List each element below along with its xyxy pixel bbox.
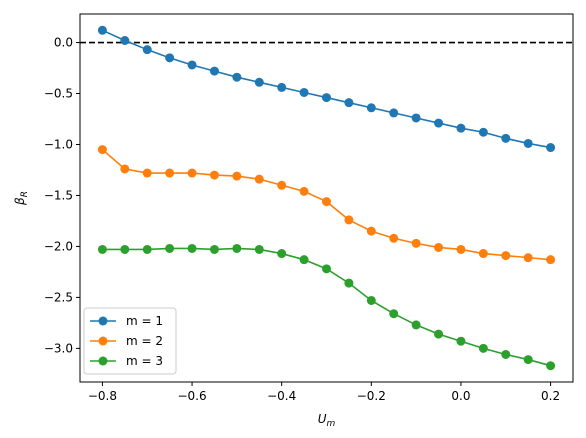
data-point bbox=[142, 244, 152, 254]
data-point bbox=[232, 243, 242, 253]
data-point bbox=[165, 243, 175, 253]
data-point bbox=[299, 255, 309, 265]
y-tick-label: 0.0 bbox=[54, 36, 73, 50]
legend-swatch-marker bbox=[98, 356, 108, 366]
data-point bbox=[322, 264, 331, 274]
x-axis-label-subscript: m bbox=[327, 419, 336, 429]
data-point bbox=[546, 255, 556, 265]
data-point bbox=[120, 36, 130, 46]
data-point bbox=[501, 251, 511, 261]
data-point bbox=[120, 164, 130, 174]
data-point bbox=[456, 123, 466, 133]
y-tick-label: −3.0 bbox=[44, 341, 73, 355]
data-point bbox=[344, 278, 354, 288]
legend-box bbox=[83, 307, 177, 375]
data-point bbox=[366, 226, 376, 236]
legend: m = 1 m = 2 m = 3 bbox=[83, 307, 177, 375]
data-point bbox=[97, 145, 107, 155]
legend-entry-label: m = 3 bbox=[126, 354, 163, 368]
data-point bbox=[165, 168, 175, 178]
y-axis-label-main: β bbox=[13, 197, 27, 206]
data-point bbox=[411, 238, 421, 248]
legend-entry-label: m = 2 bbox=[126, 334, 163, 348]
data-point bbox=[277, 180, 287, 190]
y-tick-label: −1.0 bbox=[44, 137, 73, 151]
data-point bbox=[209, 66, 219, 76]
data-point bbox=[411, 113, 421, 123]
data-point bbox=[142, 45, 152, 55]
data-point bbox=[389, 108, 399, 118]
data-point bbox=[389, 309, 399, 319]
legend-swatch-marker bbox=[98, 336, 108, 346]
x-tick-label: −0.2 bbox=[357, 389, 386, 403]
data-point bbox=[478, 343, 488, 353]
y-tick-label: −0.5 bbox=[44, 87, 73, 101]
data-point bbox=[523, 355, 533, 365]
x-tick-label: −0.8 bbox=[88, 389, 117, 403]
data-point bbox=[434, 242, 444, 252]
data-point bbox=[187, 60, 197, 70]
data-point bbox=[232, 72, 242, 82]
legend-entry-label: m = 1 bbox=[126, 314, 163, 328]
data-point bbox=[546, 143, 556, 153]
data-point bbox=[277, 249, 287, 259]
y-axis-label: βR bbox=[13, 191, 30, 206]
data-point bbox=[209, 244, 219, 254]
y-tick-label: −2.0 bbox=[44, 239, 73, 253]
data-point bbox=[411, 320, 421, 330]
y-axis-label-subscript: R bbox=[20, 191, 30, 197]
data-point bbox=[254, 244, 264, 254]
x-axis-label: Um bbox=[318, 412, 336, 429]
x-tick-label: 0.2 bbox=[541, 389, 560, 403]
ticks-layer: −0.8 −0.6 −0.4 −0.2 0.0 0.2 0.0 −0.5 −1.0 −1.5 −2.… bbox=[44, 36, 560, 403]
data-point bbox=[187, 168, 197, 178]
data-point bbox=[97, 25, 107, 35]
data-point bbox=[142, 168, 152, 178]
data-point bbox=[344, 215, 354, 225]
data-point bbox=[434, 329, 444, 339]
data-point bbox=[299, 87, 309, 97]
data-point bbox=[366, 295, 376, 305]
plot-area-frame bbox=[79, 13, 574, 383]
data-point bbox=[322, 197, 331, 207]
data-point bbox=[120, 244, 130, 254]
series-3 bbox=[97, 243, 556, 371]
data-point bbox=[546, 361, 556, 371]
data-point bbox=[434, 118, 444, 128]
data-point bbox=[523, 253, 533, 263]
x-tick-label: −0.6 bbox=[177, 389, 206, 403]
data-point bbox=[165, 53, 175, 63]
data-point bbox=[232, 171, 242, 181]
data-point bbox=[277, 82, 287, 92]
data-point bbox=[344, 98, 354, 108]
data-point bbox=[456, 336, 466, 346]
legend-swatch-marker bbox=[98, 316, 108, 326]
data-point bbox=[389, 233, 399, 243]
data-point bbox=[254, 174, 264, 184]
data-point bbox=[501, 133, 511, 143]
data-point bbox=[97, 244, 107, 254]
data-point bbox=[523, 138, 533, 148]
data-point bbox=[366, 103, 376, 113]
data-point bbox=[322, 93, 331, 103]
data-point bbox=[501, 349, 511, 359]
data-point bbox=[456, 244, 466, 254]
x-tick-label: −0.4 bbox=[267, 389, 296, 403]
y-tick-label: −1.5 bbox=[44, 188, 73, 202]
data-point bbox=[478, 127, 488, 137]
series-2 bbox=[97, 145, 556, 265]
series-layer bbox=[97, 25, 556, 371]
data-point bbox=[209, 170, 219, 180]
y-tick-label: −2.5 bbox=[44, 290, 73, 304]
data-point bbox=[299, 186, 309, 196]
x-tick-label: 0.0 bbox=[451, 389, 470, 403]
data-point bbox=[478, 249, 488, 259]
data-point bbox=[254, 77, 264, 87]
series-1 bbox=[97, 25, 556, 153]
x-axis-label-main: U bbox=[318, 412, 327, 426]
data-point bbox=[187, 243, 197, 253]
